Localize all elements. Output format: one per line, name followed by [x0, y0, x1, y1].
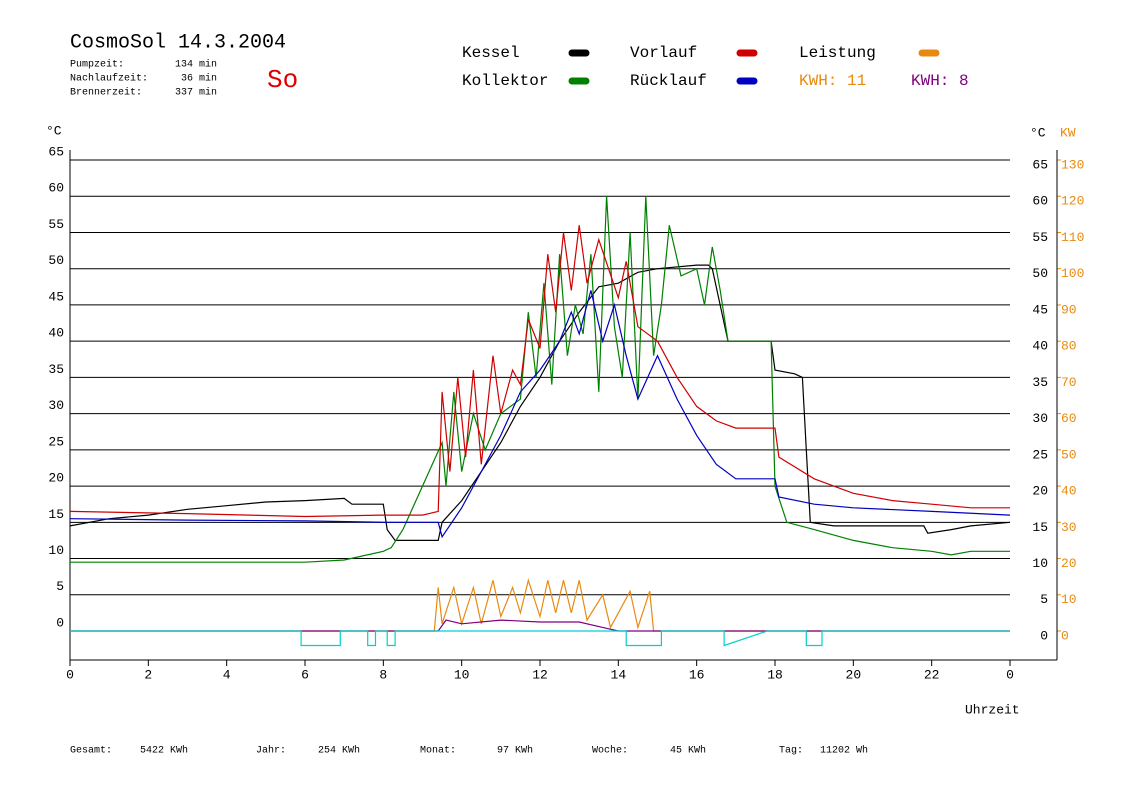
- y-tick-label-right: 45: [1032, 302, 1048, 317]
- total-value: 45 KWh: [670, 745, 706, 757]
- x-tick-label: 0: [1006, 667, 1014, 682]
- y-tick-label-right: 35: [1032, 375, 1048, 390]
- series-line: [69, 290, 1011, 539]
- y-axis-label: °C: [46, 123, 62, 138]
- legend-label: Kessel: [462, 44, 520, 62]
- y-tick-label: 10: [48, 543, 64, 558]
- stat-value: 134 min: [175, 59, 217, 71]
- y-tick-label-right: 65: [1032, 157, 1048, 172]
- y-tick-label: 55: [48, 217, 64, 232]
- y2-tick-label: 110: [1061, 230, 1084, 245]
- series-line: [70, 578, 1010, 632]
- y-tick-label: 45: [48, 289, 64, 304]
- x-tick-label: 18: [767, 667, 783, 682]
- series-line: [70, 630, 1010, 647]
- y-tick-label: 20: [48, 471, 64, 486]
- y2-tick-label: 40: [1061, 484, 1077, 499]
- y-tick-label: 0: [56, 615, 64, 630]
- y2-tick-label: 10: [1061, 592, 1077, 607]
- total-label: Gesamt:: [70, 746, 112, 757]
- y2-axis-label: KW: [1060, 125, 1076, 140]
- series-line: [69, 225, 1010, 518]
- stat-value: 36 min: [181, 73, 217, 85]
- x-tick-label: 10: [454, 667, 470, 682]
- y2-tick-label: 0: [1061, 628, 1069, 643]
- y2-tick-label: 80: [1061, 339, 1077, 354]
- y-tick-label: 60: [48, 181, 64, 196]
- y-tick-label: 65: [48, 144, 64, 159]
- total-value: 254 KWh: [318, 745, 360, 757]
- stat-label: Brennerzeit:: [70, 87, 142, 99]
- x-tick-label: 0: [66, 667, 74, 682]
- total-label: Tag:: [779, 746, 803, 757]
- stat-label: Nachlaufzeit:: [70, 73, 148, 85]
- x-tick-label: 8: [379, 667, 387, 682]
- y-tick-label: 35: [48, 362, 64, 377]
- x-tick-label: 22: [924, 667, 940, 682]
- total-value: 11202 Wh: [820, 745, 868, 757]
- y2-tick-label: 60: [1061, 411, 1077, 426]
- legend-label: Kollektor: [462, 72, 548, 90]
- y-tick-label-right: 55: [1032, 230, 1048, 245]
- y-tick-label: 40: [48, 326, 64, 341]
- y2-tick-label: 20: [1061, 556, 1077, 571]
- total-label: Jahr:: [256, 745, 286, 757]
- y-tick-label-right: 20: [1032, 484, 1048, 499]
- y-tick-label: 25: [48, 434, 64, 449]
- series-line: [70, 196, 1010, 563]
- y-tick-label: 50: [48, 253, 64, 268]
- x-tick-label: 14: [611, 667, 627, 682]
- y-tick-label-right: 10: [1032, 556, 1048, 571]
- x-tick-label: 20: [846, 667, 862, 682]
- y-tick-label-right: 60: [1032, 194, 1048, 209]
- y-tick-label-right: 40: [1032, 339, 1048, 354]
- series-line: [70, 619, 1010, 632]
- x-tick-label: 2: [144, 667, 152, 682]
- y2-tick-label: 120: [1061, 194, 1084, 209]
- y-tick-label-right: 50: [1032, 266, 1048, 281]
- x-tick-label: 16: [689, 667, 705, 682]
- stat-value: 337 min: [175, 87, 217, 99]
- legend-label: Vorlauf: [630, 44, 697, 62]
- day-label: So: [267, 65, 298, 95]
- series-line: [69, 264, 1011, 541]
- y-tick-label: 15: [48, 507, 64, 522]
- x-tick-label: 12: [532, 667, 548, 682]
- y-tick-label-right: 30: [1032, 411, 1048, 426]
- legend-label: Rücklauf: [630, 72, 707, 90]
- y2-tick-label: 50: [1061, 447, 1077, 462]
- y2-tick-label: 100: [1061, 266, 1084, 281]
- y-tick-label-right: 25: [1032, 447, 1048, 462]
- y-tick-label: 5: [56, 579, 64, 594]
- x-axis-label: Uhrzeit: [965, 702, 1020, 717]
- total-label: Woche:: [592, 745, 628, 757]
- total-label: Monat:: [420, 746, 456, 757]
- legend-label: Leistung: [799, 44, 876, 62]
- y-tick-label-right: 5: [1040, 592, 1048, 607]
- stat-label: Pumpzeit:: [70, 59, 124, 71]
- x-tick-label: 4: [223, 667, 231, 682]
- y2-tick-label: 130: [1061, 157, 1084, 172]
- chart-title: CosmoSol 14.3.2004: [70, 31, 286, 54]
- total-value: 5422 KWh: [140, 745, 188, 757]
- y-tick-label: 30: [48, 398, 64, 413]
- total-value: 97 KWh: [497, 745, 533, 757]
- y-tick-label-right: 15: [1032, 520, 1048, 535]
- y2-tick-label: 30: [1061, 520, 1077, 535]
- y2-tick-label: 70: [1061, 375, 1077, 390]
- y-tick-label-right: 0: [1040, 628, 1048, 643]
- kwh-label: KWH: 11: [799, 72, 866, 90]
- kwh-label: KWH: 8: [911, 72, 969, 90]
- x-tick-label: 6: [301, 667, 309, 682]
- y2-tick-label: 90: [1061, 302, 1077, 317]
- y-axis-label-right: °C: [1030, 125, 1046, 140]
